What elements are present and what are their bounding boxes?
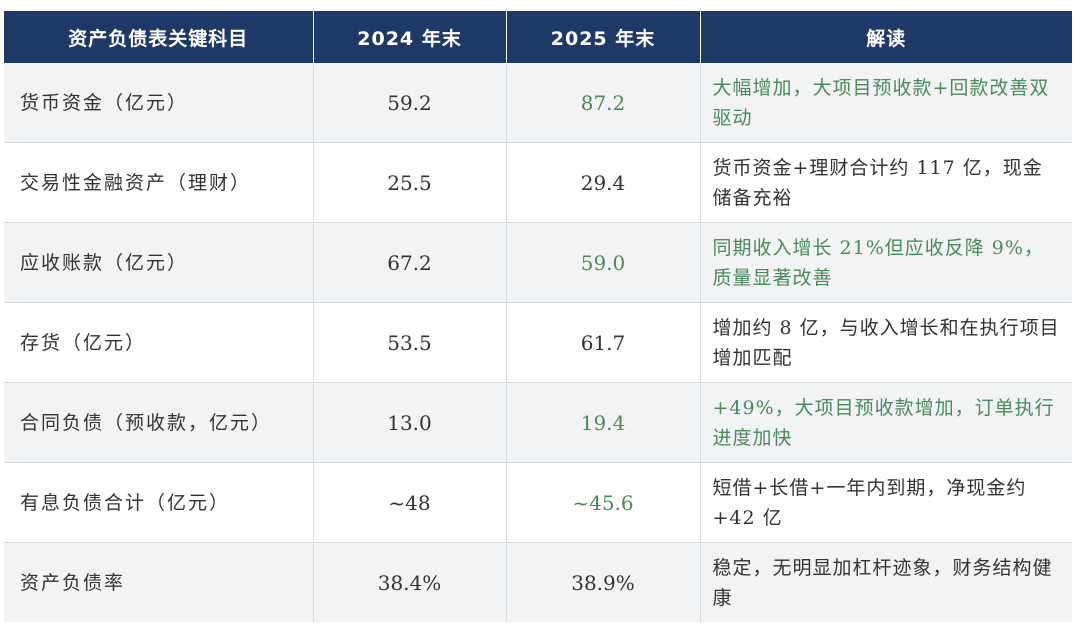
header-interpretation: 解读	[700, 11, 1072, 63]
table-body: 货币资金（亿元） 59.2 87.2 大幅增加，大项目预收款+回款改善双驱动 交…	[4, 63, 1072, 622]
header-row: 资产负债表关键科目 2024 年末 2025 年末 解读	[4, 11, 1072, 63]
table-row: 资产负债率 38.4% 38.9% 稳定，无明显加杠杆迹象，财务结构健康	[4, 542, 1072, 622]
row-value-2025: 87.2	[506, 63, 701, 143]
row-note: 稳定，无明显加杠杆迹象，财务结构健康	[700, 542, 1072, 622]
row-value-2024: 38.4%	[313, 542, 507, 622]
row-value-2025: 38.9%	[506, 542, 701, 622]
row-value-2024: ~48	[313, 462, 507, 543]
balance-sheet-table-container: 资产负债表关键科目 2024 年末 2025 年末 解读 货币资金（亿元） 59…	[4, 11, 1072, 622]
table-row: 应收账款（亿元） 67.2 59.0 同期收入增长 21%但应收反降 9%，质量…	[4, 222, 1072, 303]
table-row: 存货（亿元） 53.5 61.7 增加约 8 亿，与收入增长和在执行项目增加匹配	[4, 302, 1072, 383]
row-item: 货币资金（亿元）	[4, 63, 314, 143]
row-item: 交易性金融资产（理财）	[4, 142, 314, 223]
row-value-2025: 29.4	[506, 142, 701, 223]
row-note: 货币资金+理财合计约 117 亿，现金储备充裕	[700, 142, 1072, 223]
balance-sheet-table: 资产负债表关键科目 2024 年末 2025 年末 解读 货币资金（亿元） 59…	[4, 11, 1072, 622]
row-value-2025: 61.7	[506, 302, 701, 383]
row-note: 短借+长借+一年内到期，净现金约+42 亿	[700, 462, 1072, 543]
row-value-2024: 13.0	[313, 382, 507, 463]
row-note: 增加约 8 亿，与收入增长和在执行项目增加匹配	[700, 302, 1072, 383]
table-row: 有息负债合计（亿元） ~48 ~45.6 短借+长借+一年内到期，净现金约+42…	[4, 462, 1072, 543]
table-row: 合同负债（预收款，亿元） 13.0 19.4 +49%，大项目预收款增加，订单执…	[4, 382, 1072, 463]
table-row: 交易性金融资产（理财） 25.5 29.4 货币资金+理财合计约 117 亿，现…	[4, 142, 1072, 223]
row-value-2024: 67.2	[313, 222, 507, 303]
row-item: 合同负债（预收款，亿元）	[4, 382, 314, 463]
row-value-2025: 19.4	[506, 382, 701, 463]
row-value-2024: 25.5	[313, 142, 507, 223]
table-header: 资产负债表关键科目 2024 年末 2025 年末 解读	[4, 11, 1072, 63]
table-row: 货币资金（亿元） 59.2 87.2 大幅增加，大项目预收款+回款改善双驱动	[4, 63, 1072, 143]
row-value-2024: 53.5	[313, 302, 507, 383]
row-item: 有息负债合计（亿元）	[4, 462, 314, 543]
row-item: 资产负债率	[4, 542, 314, 622]
header-2025: 2025 年末	[506, 11, 701, 63]
row-item: 应收账款（亿元）	[4, 222, 314, 303]
header-2024: 2024 年末	[313, 11, 507, 63]
row-value-2025: ~45.6	[506, 462, 701, 543]
row-note: +49%，大项目预收款增加，订单执行进度加快	[700, 382, 1072, 463]
header-item: 资产负债表关键科目	[4, 11, 314, 63]
row-note: 大幅增加，大项目预收款+回款改善双驱动	[700, 63, 1072, 143]
row-value-2025: 59.0	[506, 222, 701, 303]
row-item: 存货（亿元）	[4, 302, 314, 383]
row-note: 同期收入增长 21%但应收反降 9%，质量显著改善	[700, 222, 1072, 303]
row-value-2024: 59.2	[313, 63, 507, 143]
